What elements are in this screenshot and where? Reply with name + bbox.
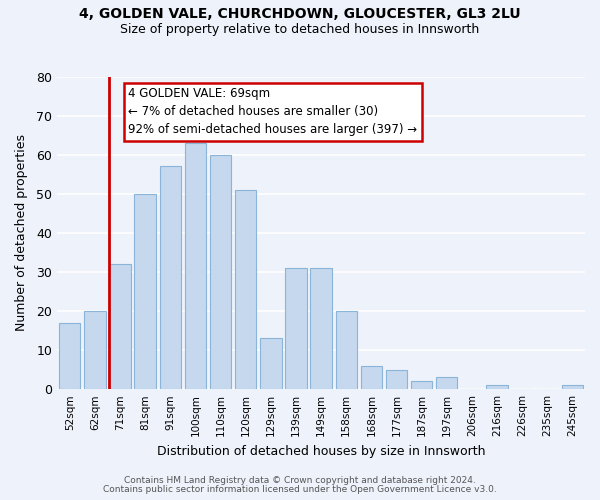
Bar	[59, 322, 80, 389]
Text: Size of property relative to detached houses in Innsworth: Size of property relative to detached ho…	[121, 22, 479, 36]
X-axis label: Distribution of detached houses by size in Innsworth: Distribution of detached houses by size …	[157, 444, 485, 458]
Bar	[84, 311, 106, 389]
Y-axis label: Number of detached properties: Number of detached properties	[15, 134, 28, 332]
Bar	[235, 190, 256, 389]
Text: 4 GOLDEN VALE: 69sqm
← 7% of detached houses are smaller (30)
92% of semi-detach: 4 GOLDEN VALE: 69sqm ← 7% of detached ho…	[128, 88, 418, 136]
Text: 4, GOLDEN VALE, CHURCHDOWN, GLOUCESTER, GL3 2LU: 4, GOLDEN VALE, CHURCHDOWN, GLOUCESTER, …	[79, 8, 521, 22]
Bar	[285, 268, 307, 389]
Bar	[562, 386, 583, 389]
Bar	[109, 264, 131, 389]
Bar	[411, 382, 433, 389]
Bar	[335, 311, 357, 389]
Bar	[487, 386, 508, 389]
Bar	[436, 378, 457, 389]
Bar	[210, 154, 231, 389]
Text: Contains HM Land Registry data © Crown copyright and database right 2024.: Contains HM Land Registry data © Crown c…	[124, 476, 476, 485]
Bar	[386, 370, 407, 389]
Bar	[185, 143, 206, 389]
Bar	[160, 166, 181, 389]
Bar	[260, 338, 281, 389]
Bar	[134, 194, 156, 389]
Bar	[310, 268, 332, 389]
Text: Contains public sector information licensed under the Open Government Licence v3: Contains public sector information licen…	[103, 484, 497, 494]
Bar	[361, 366, 382, 389]
